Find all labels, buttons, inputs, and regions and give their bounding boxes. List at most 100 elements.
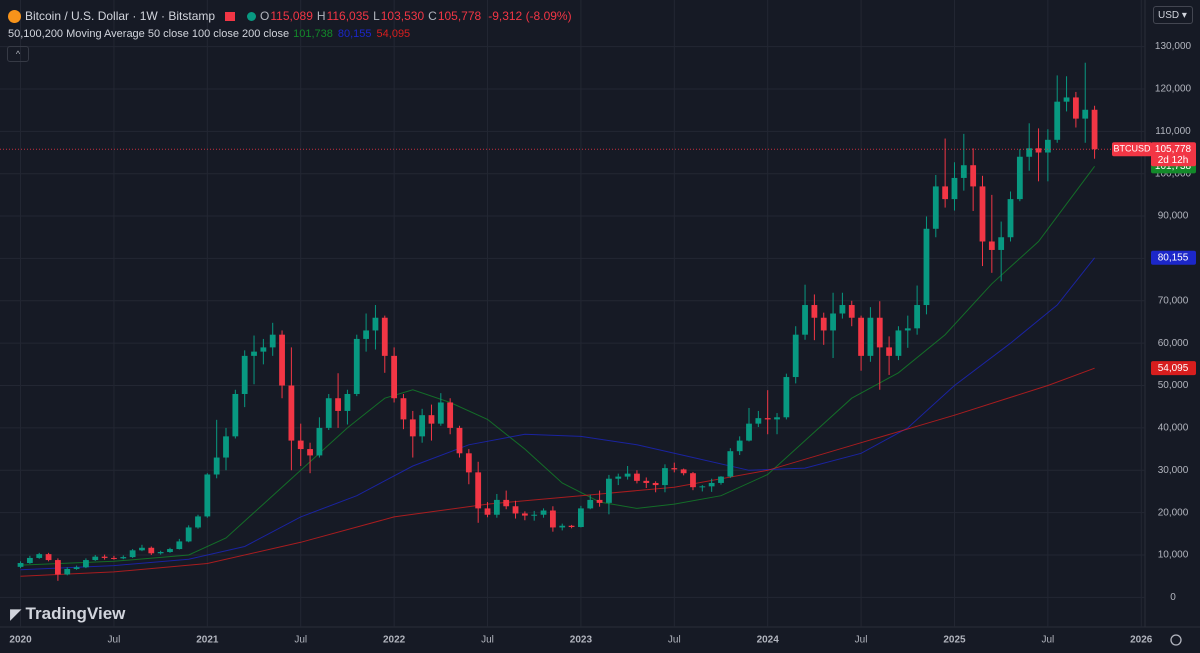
candle-body [148,547,155,554]
ohlc-value: 116,035 [326,9,370,23]
symbol-box [1112,142,1152,157]
settings-icon[interactable] [1170,634,1182,646]
candle-body [241,355,248,394]
candle-body [1082,109,1089,119]
candle-body [447,402,454,428]
market-status [247,11,257,21]
x-tick-label: Jul [108,635,121,646]
candle-body [288,385,295,441]
ma-price-label: 101,738 [1155,161,1192,172]
candle-body [587,499,594,509]
y-tick-label: 130,000 [1155,41,1192,52]
indicator-value: 80,155 [337,28,372,40]
x-tick-label: 2026 [1130,635,1153,646]
candle-body [1007,199,1014,238]
candle-body [503,499,510,507]
candle-body [1072,97,1079,119]
collapse-button[interactable]: ^ [7,46,29,62]
candle-body [83,560,89,568]
candle-body [316,427,323,456]
candle-body [139,547,145,551]
candle-body [1044,139,1051,153]
candle-body [820,317,827,331]
candle-body [185,527,192,542]
candle-body [176,541,183,550]
ma-price-label: 80,155 [1158,252,1189,263]
candle-body [344,393,351,411]
candle-body [1063,97,1070,102]
y-tick-label: 110,000 [1155,126,1191,137]
countdown-label: 2d 12h [1158,155,1189,166]
candle-body [428,415,435,424]
candle-body [484,508,491,515]
candle-body [858,317,864,356]
candle-body [45,554,52,561]
candle-body [400,398,407,420]
x-tick-label: Jul [1041,635,1054,646]
candle-body [606,478,612,503]
candle-body [1091,109,1098,150]
candle-body [998,237,1005,250]
axes: 0 10,000 20,000 30,000 40,000 50,000 60,000 70,… [9,41,1196,646]
candle-body [1054,101,1061,140]
candle-body [297,440,304,450]
candle-body [643,480,650,483]
candle-body [512,506,519,514]
ohlc-key: C [428,9,437,23]
y-tick-label: 40,000 [1158,423,1189,434]
candle-body [951,177,958,200]
ma-price-label: 54,095 [1158,363,1189,374]
candle-body [531,514,538,516]
candle-body [36,554,43,558]
candle-body [568,525,575,528]
indicator-value: 54,095 [376,28,411,40]
candle-body [634,473,640,481]
y-tick-label: 20,000 [1158,507,1189,518]
moving-average-line [20,257,1095,571]
symbol-label: BTCUSD [1113,144,1151,154]
x-tick-label: Jul [668,635,681,646]
indicator-legend: 50,100,200 Moving Average 50 close 100 c… [8,28,410,40]
bitcoin-icon [8,9,21,23]
candle-body [391,355,398,399]
candle-body [596,499,603,503]
candle-body [848,305,855,318]
brand-name: TradingView [25,604,126,623]
candle-body [578,508,584,528]
candle-body [979,186,986,242]
candle-body [372,317,379,331]
x-tick-label: 2023 [570,635,593,646]
moving-average-line [20,166,1096,566]
candle-body [988,241,995,250]
candle-body [727,451,734,477]
y-tick-label: 100,000 [1155,168,1192,179]
y-tick-label: 90,000 [1158,211,1189,222]
candle-body [353,338,360,394]
candle-body [764,418,771,420]
candle-body [363,330,369,339]
candle-body [811,305,818,318]
candle-body [680,469,687,474]
candle-body [437,402,444,424]
candle-body [615,476,622,479]
candle-body [335,398,341,411]
candle-body [17,563,24,567]
candle-body [55,560,61,575]
flag-icon[interactable] [225,11,236,21]
candle-body [671,468,678,470]
ma-price-box [1151,250,1196,265]
candle-body [269,334,276,348]
grid [0,0,1145,627]
candle-body [755,418,762,424]
candle-body [465,453,472,473]
candle-body [475,472,482,509]
candle-body [690,473,696,488]
candle-body [914,305,921,329]
candle-body [624,473,631,477]
candle-body [559,525,566,528]
currency-button[interactable]: USD ▾ [1153,6,1193,24]
y-tick-label: 50,000 [1158,380,1189,391]
